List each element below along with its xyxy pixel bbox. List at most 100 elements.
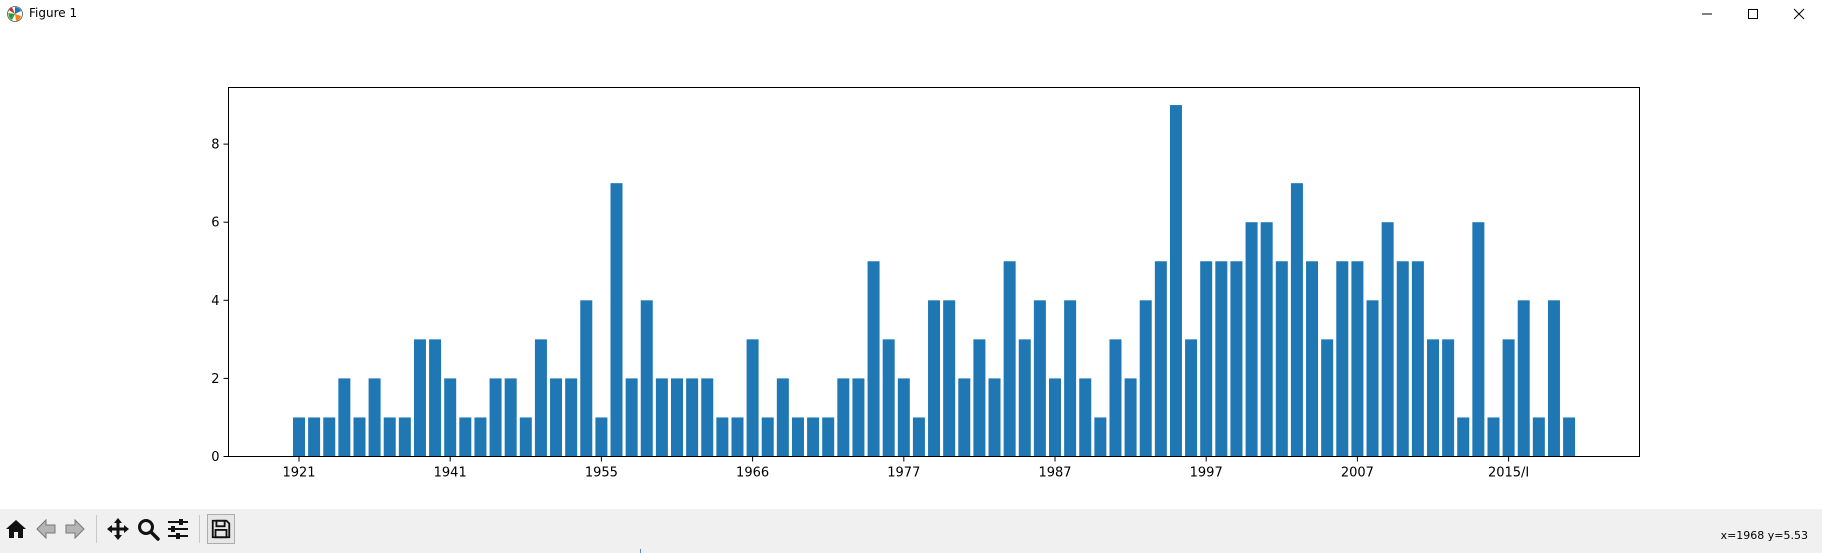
- y-tick-label: 0: [211, 450, 219, 465]
- bar: [293, 417, 305, 457]
- x-tick-label: 1955: [585, 466, 618, 481]
- bar: [1139, 300, 1152, 457]
- bar: [1154, 261, 1167, 457]
- x-tick-label: 2015/I: [1488, 466, 1529, 481]
- bar: [1532, 417, 1545, 457]
- bar: [338, 378, 351, 457]
- bar: [943, 300, 956, 457]
- bar: [1049, 378, 1061, 457]
- bar: [610, 183, 623, 457]
- maximize-icon: [1748, 9, 1758, 19]
- bar: [655, 378, 668, 457]
- bar: [807, 417, 820, 457]
- bar: [882, 339, 895, 457]
- bar: [973, 339, 986, 457]
- x-tick-label: 1977: [887, 466, 920, 481]
- pan-button[interactable]: [104, 514, 132, 544]
- minimize-icon: [1702, 13, 1712, 15]
- save-button[interactable]: [207, 514, 235, 544]
- bar: [701, 378, 714, 457]
- bar: [1185, 339, 1198, 457]
- bar: [1290, 183, 1303, 457]
- bar: [716, 417, 729, 457]
- bar: [1260, 222, 1273, 457]
- bar: [1230, 261, 1243, 457]
- bar: [791, 417, 804, 457]
- bar: [897, 378, 910, 457]
- x-tick-label: 1987: [1038, 466, 1071, 481]
- bar: [671, 378, 683, 457]
- bar: [504, 378, 517, 457]
- bar: [323, 417, 336, 457]
- bar: [1245, 222, 1258, 457]
- bar: [1033, 300, 1046, 457]
- configure-subplots-button[interactable]: [164, 514, 192, 544]
- bar: [1018, 339, 1031, 457]
- sliders-icon: [168, 519, 188, 539]
- bar: [1442, 339, 1455, 457]
- bar: [1381, 222, 1394, 457]
- bar: [474, 417, 487, 457]
- matplotlib-icon: [7, 6, 23, 22]
- bar: [580, 300, 593, 457]
- bar: [413, 339, 426, 457]
- bar: [1457, 417, 1470, 457]
- bar: [1169, 105, 1182, 457]
- x-tick-label: 1997: [1190, 466, 1223, 481]
- bar: [1547, 300, 1560, 457]
- close-icon: [1793, 8, 1805, 20]
- bar: [776, 378, 789, 457]
- bar: [761, 417, 774, 457]
- bar: [1215, 261, 1228, 457]
- minimize-button[interactable]: [1684, 0, 1730, 28]
- figure-canvas[interactable]: 0 2 4 6 8 1921 1941 1955 1966 1977 1987 1997 2007 20…: [0, 28, 1822, 509]
- bar: [837, 378, 850, 457]
- bar: [1109, 339, 1122, 457]
- home-button[interactable]: [2, 514, 30, 544]
- bar: [822, 417, 835, 457]
- arrow-left-icon: [36, 518, 56, 540]
- resize-grip: [640, 549, 641, 553]
- bar: [958, 378, 971, 457]
- arrow-right-icon: [65, 518, 85, 540]
- cursor-coordinates: x=1968 y=5.53: [1720, 529, 1808, 542]
- bar: [1487, 417, 1500, 457]
- x-tick-label: 2007: [1341, 466, 1374, 481]
- bar: [550, 378, 563, 457]
- bar: [686, 378, 699, 457]
- x-axis: 1921 1941 1955 1966 1977 1987 1997 2007 2015/I: [282, 456, 1529, 481]
- bar: [1396, 261, 1409, 457]
- bar: [1336, 261, 1349, 457]
- bars-group: [293, 105, 1576, 457]
- bar: [912, 417, 925, 457]
- back-button[interactable]: [32, 514, 60, 544]
- bar: [353, 417, 366, 457]
- bar: [928, 300, 941, 457]
- bar: [444, 378, 457, 457]
- bar: [1427, 339, 1439, 457]
- close-button[interactable]: [1776, 0, 1822, 28]
- bar: [308, 417, 321, 457]
- window-titlebar: Figure 1: [0, 0, 1822, 28]
- x-tick-label: 1941: [434, 466, 467, 481]
- x-tick-label: 1921: [282, 466, 315, 481]
- bar: [398, 417, 411, 457]
- bar: [383, 417, 396, 457]
- bar: [459, 417, 472, 457]
- bar: [534, 339, 547, 457]
- zoom-button[interactable]: [134, 514, 162, 544]
- bar: [1200, 261, 1213, 457]
- toolbar-separator: [96, 515, 97, 543]
- bar: [1079, 378, 1092, 457]
- move-icon: [107, 518, 129, 540]
- bar: [1003, 261, 1016, 457]
- bar: [988, 378, 1001, 457]
- magnifier-icon: [138, 519, 160, 541]
- bar: [1472, 222, 1485, 457]
- navigation-toolbar: x=1968 y=5.53: [0, 509, 1822, 553]
- bar: [519, 417, 532, 457]
- forward-button[interactable]: [61, 514, 89, 544]
- bar: [565, 378, 578, 457]
- bar: [1502, 339, 1515, 457]
- maximize-button[interactable]: [1730, 0, 1776, 28]
